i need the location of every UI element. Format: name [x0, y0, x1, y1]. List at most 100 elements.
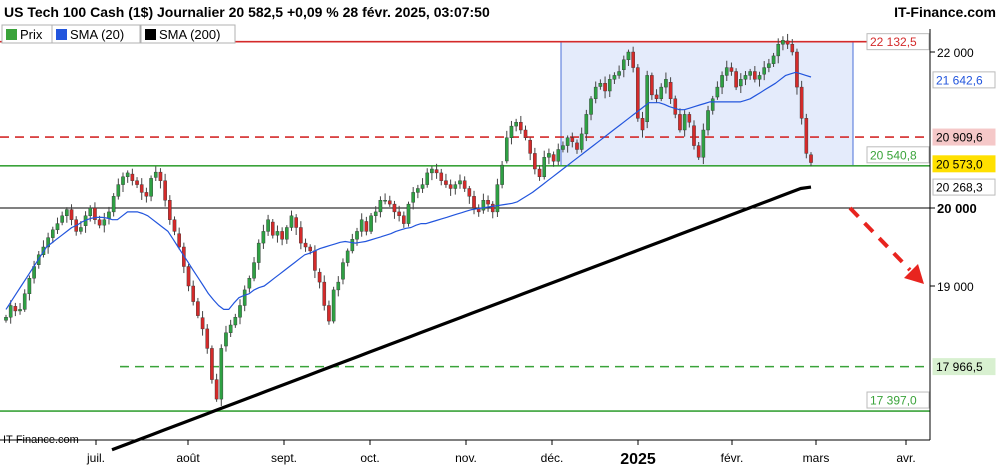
candle-body	[219, 348, 224, 400]
candle	[701, 123, 706, 165]
candle	[809, 152, 813, 167]
candle	[673, 95, 678, 119]
candle-body	[519, 121, 523, 131]
candle	[69, 204, 74, 226]
candle-body	[565, 137, 570, 146]
candle	[18, 303, 22, 315]
candle	[233, 313, 238, 328]
candle	[425, 168, 430, 188]
price-tag-5: 20 573,0	[932, 155, 996, 173]
candle	[4, 314, 8, 323]
candle	[724, 60, 729, 82]
candle-body	[214, 379, 219, 400]
candle	[327, 300, 331, 325]
candle-body	[762, 67, 766, 75]
price-tag-box	[866, 146, 930, 164]
forecast-arrow-layer	[848, 206, 924, 284]
price-tag-6: 20 268,3	[932, 178, 996, 196]
candle	[678, 108, 682, 133]
candle-body	[317, 271, 322, 283]
candle	[107, 206, 111, 225]
candle	[729, 62, 734, 76]
candle-body	[607, 79, 612, 92]
candle	[406, 201, 411, 227]
range-box	[560, 41, 854, 167]
candle	[757, 71, 762, 87]
candle-body	[748, 71, 752, 76]
candle-body	[299, 227, 303, 244]
x-tick-label: oct.	[360, 451, 379, 465]
candle-body	[617, 71, 621, 76]
candle-body	[542, 157, 547, 178]
candle-body	[261, 231, 266, 244]
candle	[242, 285, 247, 312]
candle	[523, 125, 528, 141]
candle-body	[364, 221, 369, 232]
candle-body	[191, 285, 196, 302]
candle	[734, 68, 738, 91]
candle-body	[275, 231, 280, 236]
candle	[280, 227, 284, 246]
candle-body	[210, 348, 214, 380]
legend-label: Prix	[20, 27, 43, 42]
candle-body	[612, 75, 617, 80]
x-tick-label: nov.	[455, 451, 477, 465]
candle	[589, 96, 593, 121]
candle	[556, 143, 561, 166]
candle	[771, 52, 776, 67]
candle-body	[603, 82, 607, 92]
candle-body	[533, 153, 537, 170]
candle	[135, 177, 139, 189]
candle	[116, 178, 121, 200]
price-tag-4: 20 540,8	[866, 146, 930, 164]
candle	[636, 64, 640, 122]
price-tag-box	[866, 391, 930, 409]
candle	[617, 65, 621, 79]
candle	[317, 268, 322, 289]
candle-body	[434, 169, 439, 174]
price-tag-label: 17 397,0	[870, 394, 917, 408]
candle-body	[561, 145, 565, 150]
legend-item-1: Prix	[1, 24, 61, 44]
legend-item-box	[140, 24, 236, 44]
candle	[762, 61, 766, 81]
candle	[402, 211, 406, 228]
candle-body	[397, 211, 401, 216]
x-tick-label: juil.	[86, 451, 105, 465]
candle	[224, 325, 228, 352]
y-tick-label: 19 000	[937, 280, 974, 294]
candle	[153, 166, 158, 182]
candle-body	[313, 250, 317, 271]
candle-body	[706, 110, 710, 131]
candle-body	[481, 199, 486, 211]
price-tag-box	[866, 33, 930, 51]
candle	[331, 286, 336, 324]
forecast-arrow-shaft	[848, 206, 912, 272]
candle	[303, 238, 308, 252]
candle	[289, 210, 294, 231]
candle	[121, 172, 125, 193]
candle	[214, 373, 219, 402]
candle-body	[593, 86, 598, 99]
candle	[397, 205, 401, 222]
candle	[519, 115, 523, 134]
candle	[799, 80, 804, 125]
candle-body	[303, 242, 308, 248]
candle	[299, 221, 303, 250]
candle-body	[256, 242, 261, 263]
candle-body	[149, 178, 153, 197]
candle	[266, 214, 270, 236]
candle	[60, 211, 64, 226]
candle	[509, 120, 514, 145]
candle	[547, 148, 551, 165]
candle	[645, 70, 649, 129]
candle	[285, 225, 289, 244]
candle	[130, 168, 135, 186]
candle-body	[626, 51, 631, 61]
candle	[696, 142, 701, 160]
candle	[149, 175, 153, 202]
candle-body	[308, 246, 313, 252]
range-box-layer	[560, 41, 854, 167]
candle	[364, 216, 369, 236]
